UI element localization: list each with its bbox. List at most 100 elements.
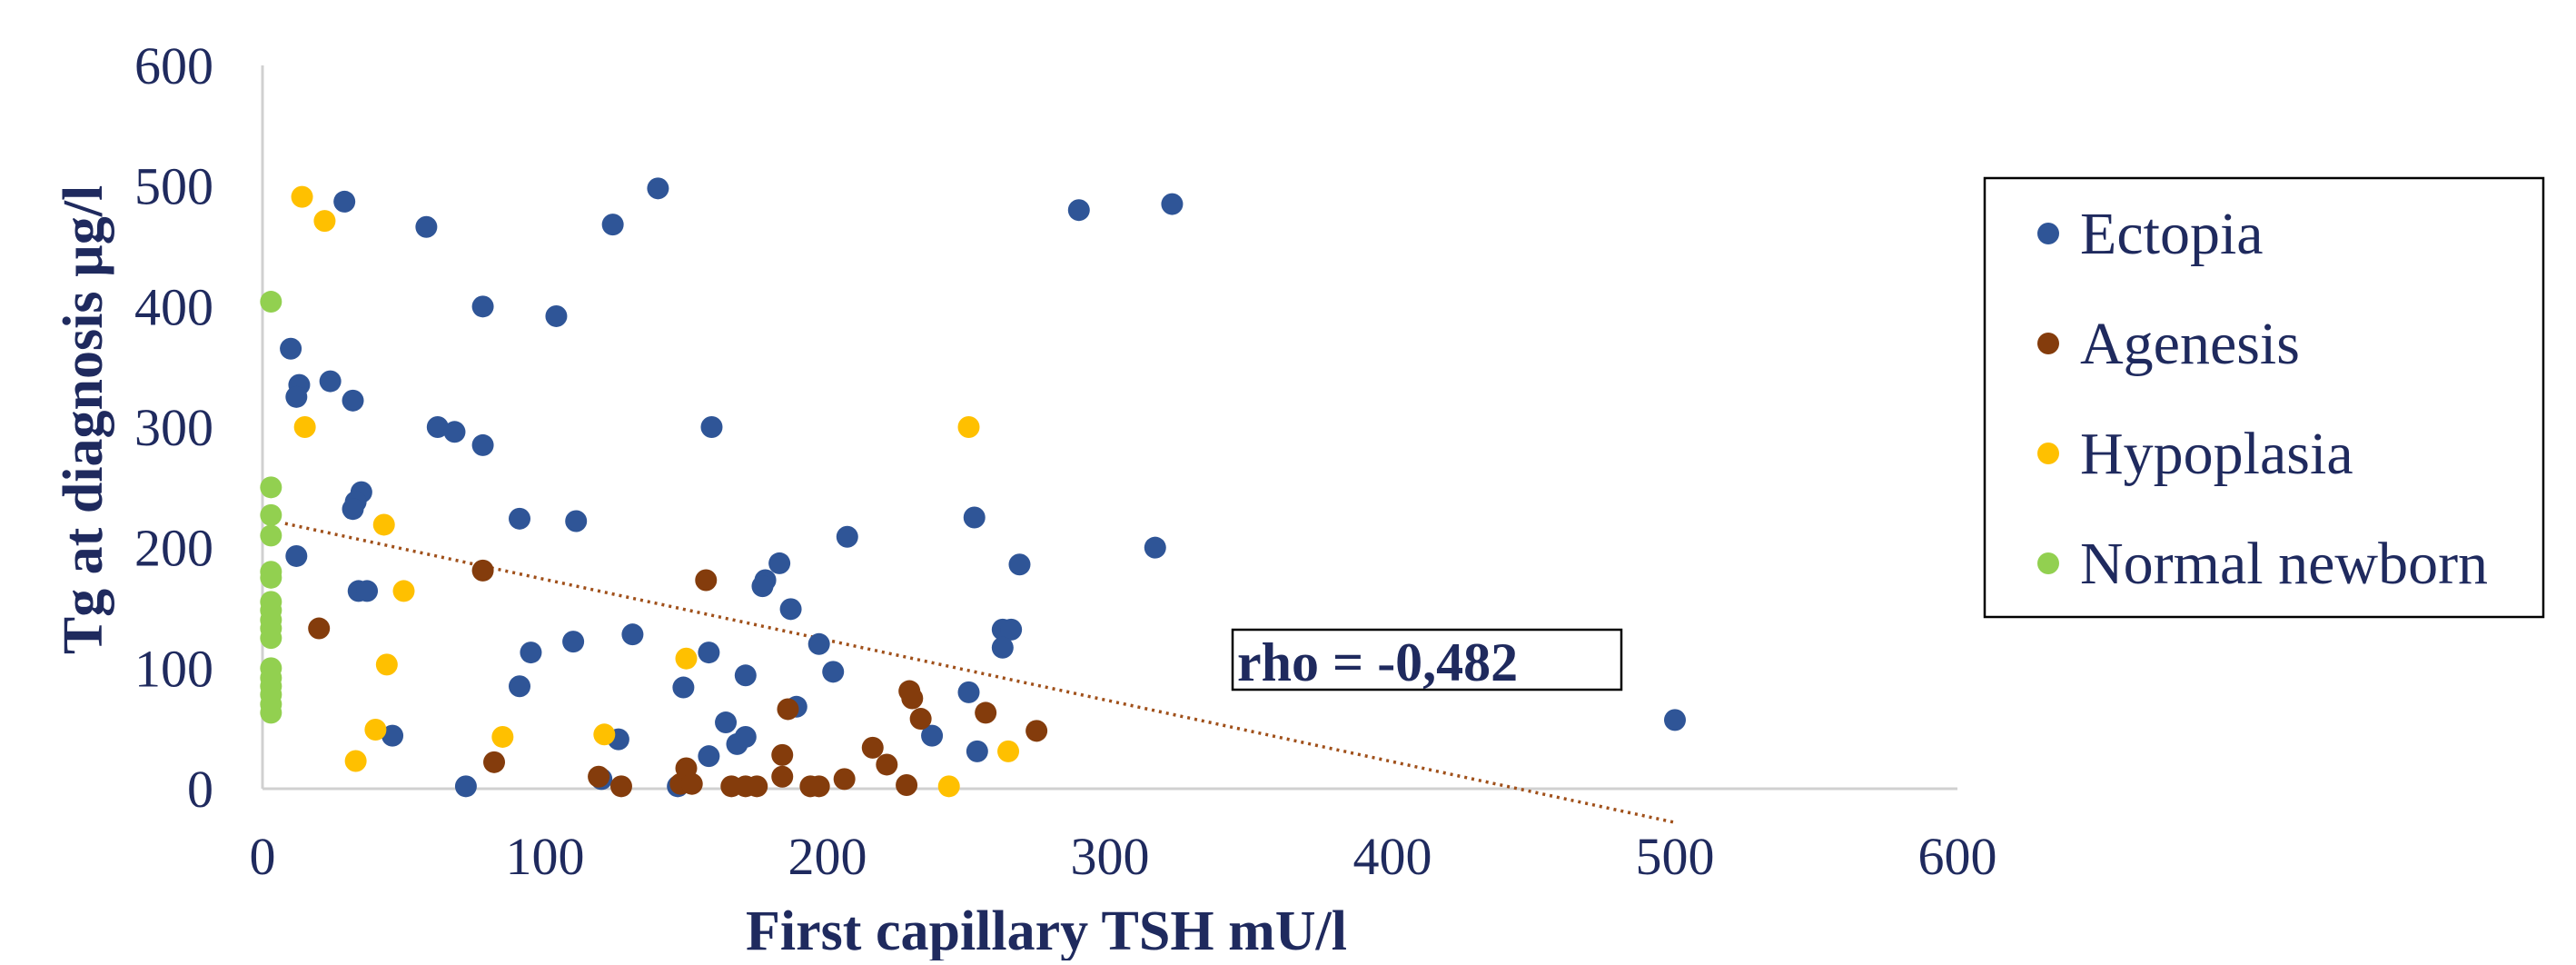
- x-tick-labels: 0 100 200 300 400 500 600: [250, 827, 1997, 886]
- annotation-box: [1231, 628, 1623, 691]
- y-tick-label-4: 400: [134, 277, 213, 336]
- x-axis-title: First capillary TSH mU/l: [746, 900, 1347, 960]
- annotation-rho: rho = -0,482: [1237, 632, 1518, 692]
- point-hypoplasia-7: [344, 750, 367, 772]
- point-ectopia-10: [647, 177, 669, 200]
- point-ectopia-3: [319, 370, 342, 393]
- point-hypoplasia-1: [313, 210, 336, 233]
- point-ectopia-56: [1067, 199, 1090, 222]
- point-ectopia-44: [698, 745, 720, 768]
- point-agenesis-8: [695, 569, 718, 592]
- y-tick-label-5: 500: [134, 157, 213, 216]
- point-hypoplasia-2: [293, 416, 316, 438]
- point-agenesis-14: [777, 698, 799, 721]
- point-ectopia-57: [1161, 193, 1184, 215]
- point-agenesis-19: [876, 753, 898, 776]
- x-tick-label-5: 500: [1636, 827, 1715, 886]
- legend-label-ectopia: Ectopia: [2080, 201, 2264, 267]
- legend-marker-ectopia: [2037, 223, 2059, 244]
- point-ectopia-25: [520, 642, 542, 664]
- point-ectopia-40: [836, 525, 858, 548]
- y-tick-label-3: 300: [134, 398, 213, 457]
- point-ectopia-47: [921, 724, 944, 747]
- point-ectopia-12: [443, 421, 466, 443]
- point-ectopia-36: [751, 575, 774, 598]
- point-ectopia-4: [342, 389, 364, 412]
- point-ectopia-0: [280, 337, 302, 360]
- point-ectopia-52: [1000, 618, 1023, 641]
- legend-box: [1983, 176, 2545, 619]
- y-axis-title: Tg at diagnosis µg/l: [53, 185, 114, 654]
- point-ectopia-58: [1664, 709, 1686, 731]
- legend-label-normal-newborn: Normal newborn: [2080, 531, 2488, 597]
- y-tick-labels: 0 100 200 300 400 500 600: [134, 36, 213, 819]
- x-tick-label-4: 400: [1353, 827, 1432, 886]
- point-ectopia-9: [601, 214, 624, 236]
- point-ectopia-17: [342, 498, 364, 521]
- legend-marker-hypoplasia: [2037, 443, 2059, 464]
- legend-marker-agenesis: [2037, 333, 2059, 354]
- point-ectopia-11: [426, 416, 449, 438]
- point-normal-newborn-3: [260, 524, 282, 547]
- legend-marker-normal-newborn: [2037, 552, 2059, 574]
- annotation-group: rho = -0,482: [1231, 628, 1623, 692]
- x-tick-label-3: 300: [1071, 827, 1150, 886]
- point-normal-newborn-16: [260, 701, 282, 724]
- point-agenesis-17: [833, 768, 856, 791]
- point-ectopia-23: [381, 724, 404, 747]
- point-ectopia-31: [672, 676, 695, 699]
- point-ectopia-7: [471, 295, 494, 318]
- point-agenesis-1: [471, 559, 494, 582]
- point-ectopia-27: [562, 631, 585, 653]
- point-agenesis-24: [975, 701, 997, 724]
- point-ectopia-41: [715, 711, 738, 734]
- point-ectopia-18: [285, 544, 308, 567]
- point-ectopia-2: [285, 385, 308, 408]
- point-hypoplasia-5: [375, 653, 398, 676]
- point-ectopia-37: [779, 598, 802, 621]
- legend-label-hypoplasia: Hypoplasia: [2080, 421, 2353, 487]
- point-agenesis-4: [609, 775, 632, 798]
- point-normal-newborn-10: [260, 627, 282, 650]
- x-tick-label-2: 200: [788, 827, 867, 886]
- point-ectopia-6: [415, 215, 438, 238]
- point-ectopia-53: [991, 636, 1014, 659]
- point-hypoplasia-12: [957, 416, 980, 438]
- point-ectopia-55: [1144, 536, 1166, 559]
- x-tick-label-0: 0: [250, 827, 276, 886]
- point-ectopia-54: [1008, 553, 1031, 576]
- point-ectopia-39: [822, 661, 845, 683]
- x-tick-label-1: 100: [506, 827, 585, 886]
- y-tick-label-0: 0: [187, 760, 213, 819]
- trendline-group: [284, 522, 1676, 824]
- point-hypoplasia-6: [364, 718, 387, 741]
- point-ectopia-8: [545, 304, 568, 327]
- point-hypoplasia-4: [392, 580, 415, 602]
- point-agenesis-22: [901, 687, 924, 710]
- point-ectopia-22: [565, 510, 588, 532]
- legend-label-agenesis: Agenesis: [2080, 311, 2300, 377]
- point-agenesis-0: [308, 617, 331, 640]
- point-agenesis-11: [746, 775, 768, 798]
- point-agenesis-13: [771, 743, 794, 766]
- point-ectopia-43: [734, 725, 757, 748]
- trendline: [284, 522, 1676, 824]
- point-ectopia-28: [621, 623, 644, 646]
- point-ectopia-26: [509, 675, 531, 698]
- point-ectopia-49: [963, 506, 986, 529]
- point-agenesis-16: [807, 775, 830, 798]
- point-ectopia-24: [454, 775, 477, 798]
- point-agenesis-25: [1025, 720, 1048, 742]
- point-agenesis-20: [896, 774, 918, 797]
- data-points: [260, 177, 1686, 798]
- point-ectopia-21: [509, 507, 531, 530]
- point-hypoplasia-3: [372, 513, 395, 536]
- point-hypoplasia-9: [593, 723, 616, 746]
- point-normal-newborn-1: [260, 476, 282, 499]
- x-tick-label-6: 600: [1918, 827, 1997, 886]
- y-tick-label-6: 600: [134, 36, 213, 95]
- point-agenesis-18: [861, 736, 884, 759]
- point-ectopia-34: [768, 552, 791, 574]
